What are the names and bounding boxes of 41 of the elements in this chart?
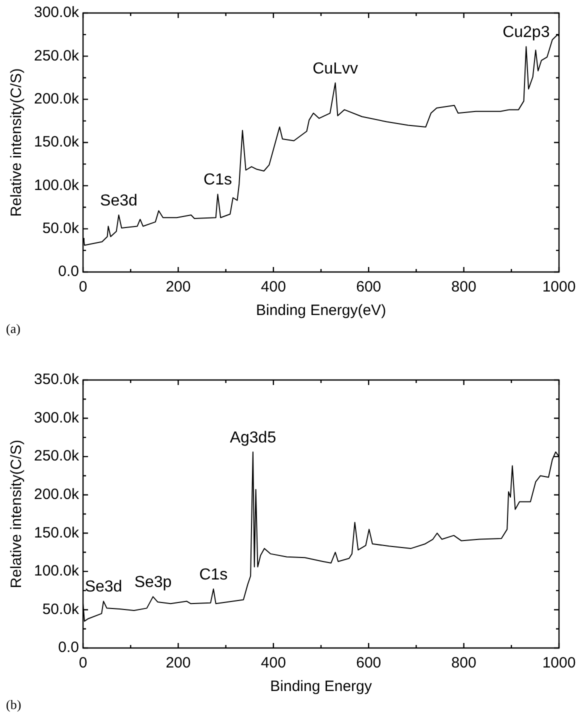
x-tick-label: 0 [78, 654, 88, 672]
x-tick-label: 600 [356, 654, 382, 672]
annotation: CuLvv [312, 60, 358, 78]
y-tick-label: 200.0k [34, 90, 80, 108]
x-axis-title: Binding Energy(eV) [256, 302, 386, 320]
y-tick-label: 0.0 [58, 639, 80, 656]
y-tick-label: 0.0 [58, 263, 80, 280]
y-tick-label: 100.0k [34, 562, 80, 580]
annotation: C1s [204, 172, 232, 189]
x-tick-label: 800 [451, 278, 476, 296]
x-axis-title: Binding Energy [270, 678, 372, 696]
y-tick-label: 150.0k [34, 524, 80, 542]
y-tick-label: 50.0k [42, 600, 80, 618]
y-tick-label: 350.0k [34, 371, 80, 388]
y-tick-label: 300.0k [34, 4, 80, 22]
y-tick-label: 200.0k [34, 486, 80, 503]
y-tick-label: 300.0k [34, 409, 80, 426]
x-tick-label: 200 [166, 278, 191, 296]
x-tick-label: 1000 [542, 278, 576, 296]
y-tick-label: 50.0k [42, 220, 80, 237]
x-tick-label: 800 [451, 654, 476, 672]
annotation: Se3p [134, 574, 172, 592]
x-tick-label: 1000 [542, 654, 576, 672]
y-tick-label: 250.0k [34, 47, 80, 64]
y-tick-label: 100.0k [34, 176, 80, 194]
x-tick-label: 200 [166, 654, 191, 672]
x-tick-label: 600 [356, 278, 382, 296]
text: (a) [6, 320, 20, 336]
y-axis-title: Relative intensity(C/S) [8, 68, 26, 217]
annotation: Cu2p3 [502, 24, 550, 42]
annotation: Se3d [84, 578, 122, 596]
text: (b) [6, 696, 22, 712]
annotation: Se3d [100, 192, 138, 210]
annotation: Ag3d5 [230, 429, 276, 446]
x-tick-label: 400 [260, 654, 286, 672]
x-tick-label: 400 [260, 278, 286, 296]
y-tick-label: 150.0k [34, 134, 80, 151]
x-tick-label: 0 [78, 278, 88, 296]
annotation: C1s [199, 566, 228, 584]
y-axis-title: Relative intensity(C/S) [8, 440, 26, 588]
y-tick-label: 250.0k [34, 448, 80, 465]
